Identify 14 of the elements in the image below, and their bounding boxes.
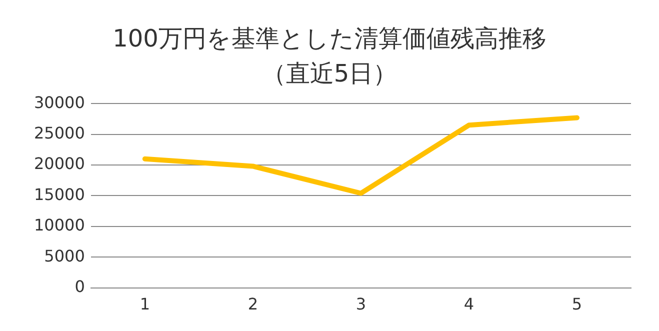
y-tick-label: 20000: [34, 154, 85, 174]
x-tick-label: 3: [356, 294, 366, 314]
y-tick-label: 0: [74, 276, 85, 296]
y-tick-label: 5000: [44, 246, 85, 266]
y-tick-label: 30000: [34, 92, 85, 112]
x-tick-label: 1: [140, 294, 150, 314]
y-tick-label: 10000: [34, 216, 85, 235]
x-tick-label: 2: [248, 294, 258, 314]
chart-title: 100万円を基準とした清算価値残高推移: [112, 24, 546, 53]
y-tick-label: 15000: [34, 184, 85, 204]
x-tick-label: 4: [464, 294, 474, 314]
x-tick-label: 5: [572, 294, 582, 314]
chart-subtitle: （直近5日）: [262, 59, 398, 88]
y-tick-label: 25000: [34, 123, 85, 142]
